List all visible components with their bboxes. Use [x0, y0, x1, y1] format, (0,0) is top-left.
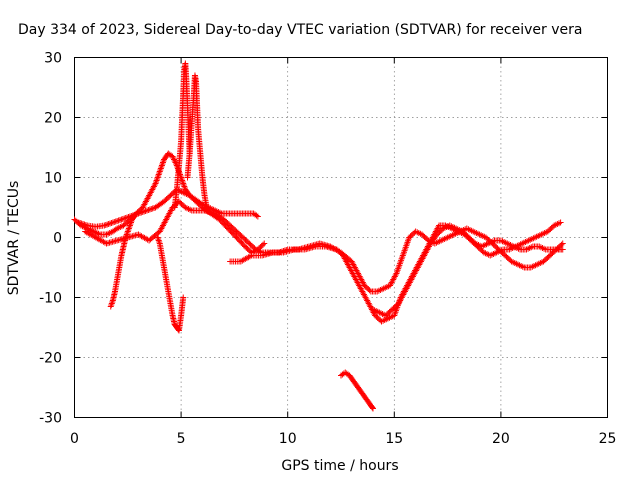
x-axis-label: GPS time / hours [281, 458, 398, 474]
data-point [130, 214, 137, 221]
data-point [131, 213, 138, 220]
series-track-dip-1 [107, 213, 138, 310]
y-tick-label: 0 [53, 231, 62, 247]
series-track-spike-2 [184, 72, 210, 211]
y-tick-label: -20 [39, 351, 62, 367]
x-tick-label: 15 [385, 431, 403, 447]
data-point [180, 294, 187, 301]
data-point [203, 204, 210, 211]
series-track-spike-1 [171, 60, 193, 211]
x-tick-label: 20 [492, 431, 510, 447]
chart-title: Day 334 of 2023, Sidereal Day-to-day VTE… [18, 22, 582, 38]
series-track-dip-2 [154, 234, 187, 334]
y-tick-label: 20 [44, 111, 62, 127]
y-tick-label: 10 [44, 171, 62, 187]
x-tick-label: 5 [177, 431, 186, 447]
data-point [112, 226, 119, 233]
data-point [261, 240, 268, 247]
y-axis-label: SDTVAR / TECUs [6, 181, 22, 296]
y-tick-label: -10 [39, 291, 62, 307]
x-tick-label: 0 [70, 431, 79, 447]
data-point [369, 404, 376, 411]
y-tick-label: -30 [39, 411, 62, 427]
series-track-main-e [369, 222, 566, 319]
series-track-isolated [338, 369, 376, 412]
data-point [557, 219, 564, 226]
x-tick-label: 25 [599, 431, 617, 447]
y-tick-label: 30 [44, 51, 62, 67]
data-point [253, 212, 260, 219]
data-point [366, 287, 373, 294]
data-point [259, 241, 266, 248]
data-points [71, 60, 566, 412]
data-point [559, 246, 566, 253]
tick-labels: 0 5 10 15 20 25 -30 -20 -10 0 10 20 30 [39, 51, 616, 448]
x-tick-label: 10 [279, 431, 297, 447]
data-point [369, 405, 376, 412]
data-point [254, 213, 261, 220]
data-point [559, 240, 566, 247]
axis-ticks [74, 57, 608, 418]
